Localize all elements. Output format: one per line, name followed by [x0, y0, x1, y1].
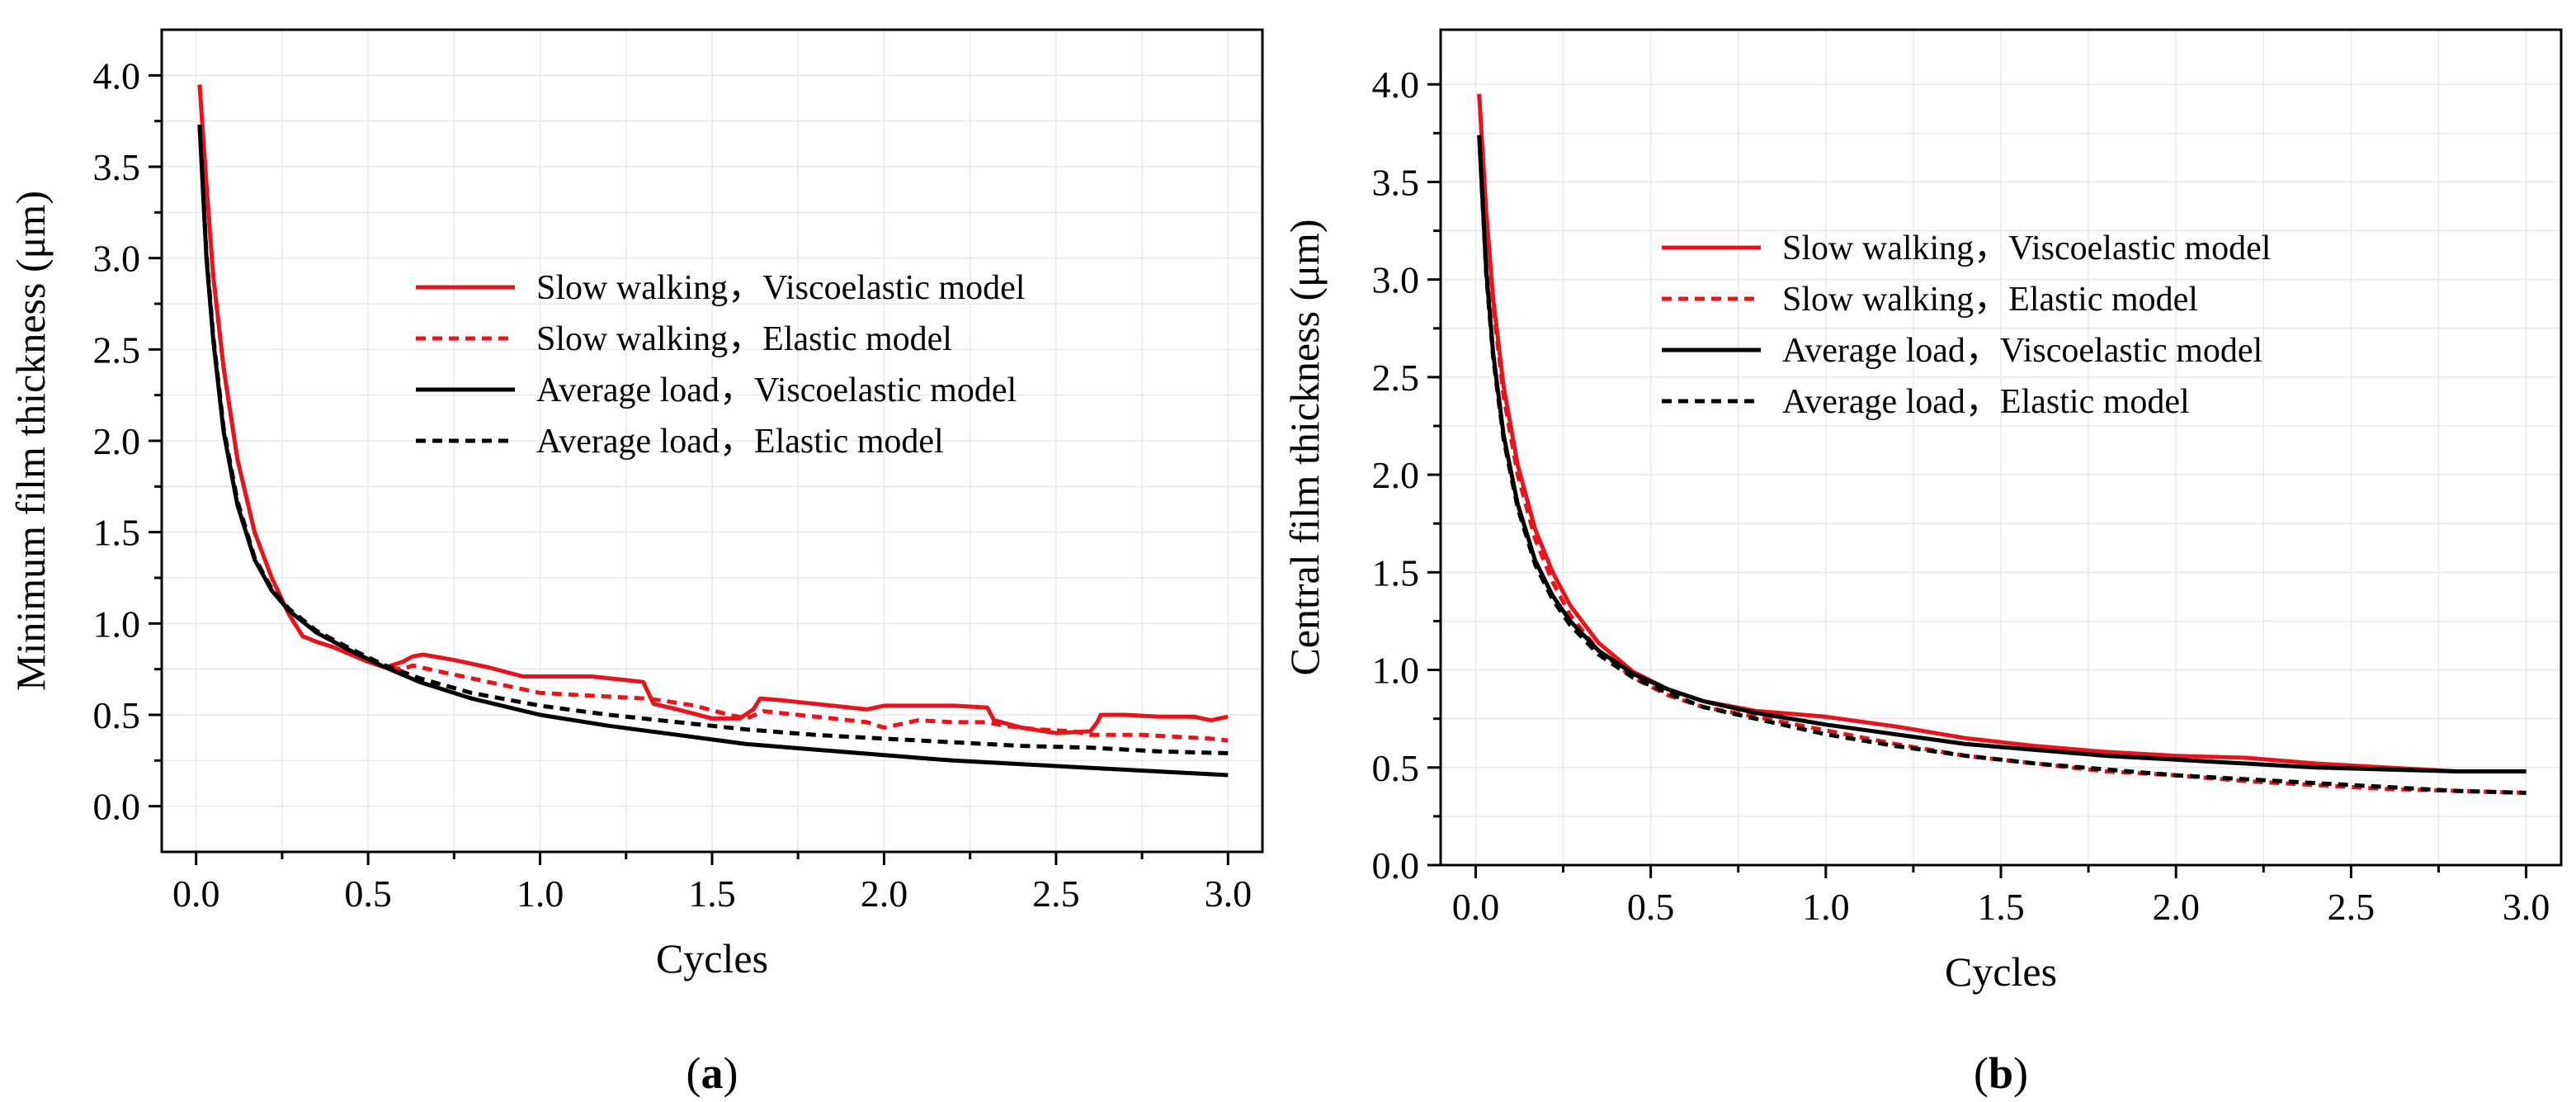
- y-tick-label: 1.5: [1372, 551, 1420, 594]
- panel-label-letter: a: [701, 1048, 724, 1098]
- x-tick-label: 0.0: [1452, 886, 1500, 928]
- y-axis: 0.0 0.5 1.0 1.5 2.0 2.5 3.0 3.5 4.0: [1372, 64, 1441, 887]
- y-tick-label: 3.0: [1372, 259, 1420, 301]
- x-tick-label: 0.5: [1627, 886, 1675, 928]
- panel-label-letter: b: [1989, 1048, 2013, 1098]
- x-tick-label: 1.0: [1802, 886, 1850, 928]
- y-tick-label: 1.0: [1372, 650, 1420, 692]
- series-line-2: [1477, 135, 2526, 773]
- x-tick-label: 0.0: [172, 873, 220, 915]
- y-tick-label: 1.0: [93, 603, 141, 645]
- legend: Slow walking，Viscoelastic model Slow walk…: [1662, 229, 2271, 421]
- y-tick-label: 0.0: [93, 786, 141, 828]
- y-tick-label: 0.0: [1372, 844, 1420, 887]
- legend-label-1: Slow walking，Elastic model: [536, 320, 952, 358]
- x-tick-label: 1.5: [1977, 886, 2025, 928]
- x-tick-label: 1.0: [517, 873, 564, 915]
- y-tick-label: 3.0: [93, 238, 141, 280]
- y-tick-label: 3.5: [93, 146, 141, 188]
- chart-panel-a: 0.0 0.5 1.0 1.5 2.0 2.5 3.0 0.0 0.5 1.0 1.5 2.0 2.5 3…: [7, 28, 1264, 1098]
- legend-label-2: Average load，Viscoelastic model: [1782, 332, 2262, 370]
- y-tick-label: 0.5: [1372, 747, 1420, 789]
- y-tick-label: 2.0: [1372, 454, 1420, 496]
- x-axis: 0.0 0.5 1.0 1.5 2.0 2.5 3.0: [1452, 865, 2550, 928]
- y-axis-title: Minimum film thickness (μm): [7, 191, 54, 691]
- x-tick-label: 1.5: [688, 873, 736, 915]
- x-tick-label: 3.0: [1205, 873, 1253, 915]
- legend-label-0: Slow walking，Viscoelastic model: [536, 269, 1025, 307]
- grid: [162, 30, 1262, 852]
- y-tick-label: 2.5: [1372, 357, 1420, 399]
- x-tick-label: 0.5: [344, 873, 392, 915]
- legend-label-3: Average load，Elastic model: [1782, 383, 2190, 421]
- panel-label: (b): [1974, 1048, 2028, 1098]
- series-group: [197, 84, 1229, 778]
- y-tick-label: 2.5: [93, 329, 141, 371]
- legend-label-2: Average load，Viscoelastic model: [536, 371, 1017, 409]
- y-tick-label: 4.0: [1372, 64, 1420, 106]
- x-tick-label: 3.0: [2503, 886, 2550, 928]
- y-tick-label: 0.5: [93, 694, 141, 736]
- x-axis: 0.0 0.5 1.0 1.5 2.0 2.5 3.0: [172, 852, 1252, 915]
- x-axis-title: Cycles: [1945, 948, 2057, 995]
- panel-label: (a): [686, 1048, 738, 1098]
- legend-label-1: Slow walking，Elastic model: [1782, 281, 2198, 319]
- x-tick-label: 2.5: [1032, 873, 1080, 915]
- x-tick-label: 2.0: [2152, 886, 2200, 928]
- legend-label-0: Slow walking，Viscoelastic model: [1782, 229, 2271, 267]
- legend-label-3: Average load，Elastic model: [536, 423, 944, 461]
- y-tick-label: 1.5: [93, 512, 141, 554]
- y-tick-label: 2.0: [93, 420, 141, 462]
- series-group: [1477, 93, 2526, 795]
- x-axis-title: Cycles: [656, 935, 768, 981]
- y-axis: 0.0 0.5 1.0 1.5 2.0 2.5 3.0 3.5 4.0: [93, 54, 162, 828]
- chart-panel-b: 0.0 0.5 1.0 1.5 2.0 2.5 3.0 0.0 0.5 1.0 1.5 2.0 2.5 3…: [1281, 28, 2563, 1098]
- series-line-3: [1477, 135, 2526, 795]
- y-axis-title: Central film thickness (μm): [1281, 219, 1328, 675]
- series-line-3: [197, 124, 1229, 755]
- series-line-1: [197, 84, 1229, 743]
- legend: Slow walking，Viscoelastic model Slow walk…: [416, 269, 1025, 461]
- x-tick-label: 2.0: [861, 873, 908, 915]
- x-tick-label: 2.5: [2328, 886, 2375, 928]
- y-tick-label: 4.0: [93, 54, 141, 97]
- y-tick-label: 3.5: [1372, 161, 1420, 203]
